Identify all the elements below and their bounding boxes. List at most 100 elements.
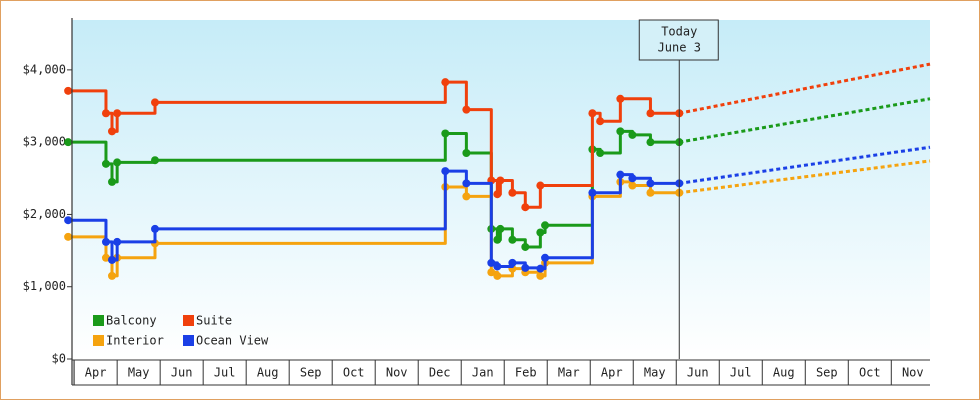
x-tick-label: Oct [859, 366, 881, 380]
data-point [616, 127, 625, 136]
x-tick-label: Jan [472, 366, 494, 380]
data-point [113, 158, 122, 167]
legend: Balcony Suite Interior Ocean View [93, 314, 269, 348]
data-point [462, 192, 471, 201]
data-point [64, 216, 73, 225]
data-point [101, 109, 110, 118]
data-point [441, 167, 450, 176]
data-point [496, 176, 505, 185]
data-point [596, 148, 605, 157]
y-tick-label: $0 [52, 352, 66, 366]
data-point [493, 262, 502, 271]
x-axis: Apr May Jun Jul Aug Sep Oct Nov Dec Jan Feb Mar Apr M… [72, 359, 930, 386]
x-tick-label: Aug [773, 366, 795, 380]
data-point [493, 271, 502, 280]
today-label: June 3 [658, 41, 701, 55]
today-box [638, 19, 719, 61]
data-point [616, 94, 625, 103]
x-tick-label: Jul [214, 366, 236, 380]
x-tick-label: May [128, 366, 150, 380]
y-tick-label: $1,000 [23, 279, 66, 293]
x-tick-label: Sep [816, 366, 838, 380]
series-line [68, 169, 680, 271]
series-group [64, 62, 931, 280]
data-point [107, 177, 116, 186]
forecast-line [679, 97, 931, 144]
legend-label: Balcony [106, 314, 157, 328]
x-tick-label: Aug [257, 366, 279, 380]
data-point [113, 237, 122, 246]
data-point [521, 242, 530, 251]
forecast-line [679, 159, 931, 195]
data-point [588, 109, 597, 118]
data-point [536, 181, 545, 190]
data-point [151, 224, 160, 233]
data-point [616, 170, 625, 179]
data-point [64, 232, 73, 241]
x-tick-label: Mar [558, 366, 580, 380]
x-tick-label: Apr [601, 366, 623, 380]
data-point [496, 224, 505, 233]
x-tick-label: Jun [171, 366, 193, 380]
data-point [151, 156, 160, 165]
y-tick-label: $4,000 [23, 62, 66, 76]
data-point [487, 258, 496, 267]
x-tick-label: May [644, 366, 666, 380]
data-point [646, 109, 655, 118]
series-line [68, 129, 680, 249]
x-tick-label: Sep [300, 366, 322, 380]
data-point [462, 105, 471, 114]
legend-swatch [183, 335, 194, 346]
data-point [628, 130, 637, 139]
legend-label: Suite [196, 314, 232, 328]
data-point [487, 268, 496, 277]
x-tick-label: Jun [687, 366, 709, 380]
data-point [521, 203, 530, 212]
x-tick-label: Dec [429, 366, 451, 380]
data-point [628, 181, 637, 190]
today-label: Today [661, 25, 697, 39]
data-point [493, 190, 502, 199]
data-point [628, 174, 637, 183]
data-point [541, 221, 550, 230]
data-point [646, 188, 655, 197]
data-point [64, 86, 73, 95]
legend-swatch [93, 315, 104, 326]
legend-label: Ocean View [196, 334, 269, 348]
data-point [462, 179, 471, 188]
forecast-line [678, 62, 931, 115]
x-tick-label: Nov [386, 366, 408, 380]
grid: $0 $1,000 $2,000 $3,000 $4,000 [23, 62, 72, 366]
data-point [113, 109, 122, 118]
data-point [493, 235, 502, 244]
data-point [508, 258, 517, 267]
data-point [441, 78, 450, 87]
data-point [107, 255, 116, 264]
data-point [441, 129, 450, 138]
data-point [536, 228, 545, 237]
legend-swatch [183, 315, 194, 326]
data-point [588, 188, 597, 197]
data-point [508, 235, 517, 244]
legend-label: Interior [106, 334, 164, 348]
data-point [101, 159, 110, 168]
data-point [462, 148, 471, 157]
legend-swatch [93, 335, 104, 346]
y-tick-label: $2,000 [23, 207, 66, 221]
x-tick-label: Apr [85, 366, 107, 380]
y-tick-label: $3,000 [23, 135, 66, 149]
x-tick-label: Oct [343, 366, 365, 380]
data-point [151, 98, 160, 107]
data-point [101, 237, 110, 246]
data-point [646, 179, 655, 188]
data-point [596, 117, 605, 126]
data-point [646, 138, 655, 147]
x-tick-label: Feb [515, 366, 537, 380]
forecast-line [679, 145, 931, 185]
data-point [536, 264, 545, 273]
data-point [64, 138, 73, 147]
data-point [107, 271, 116, 280]
data-point [101, 253, 110, 262]
data-point [521, 263, 530, 272]
